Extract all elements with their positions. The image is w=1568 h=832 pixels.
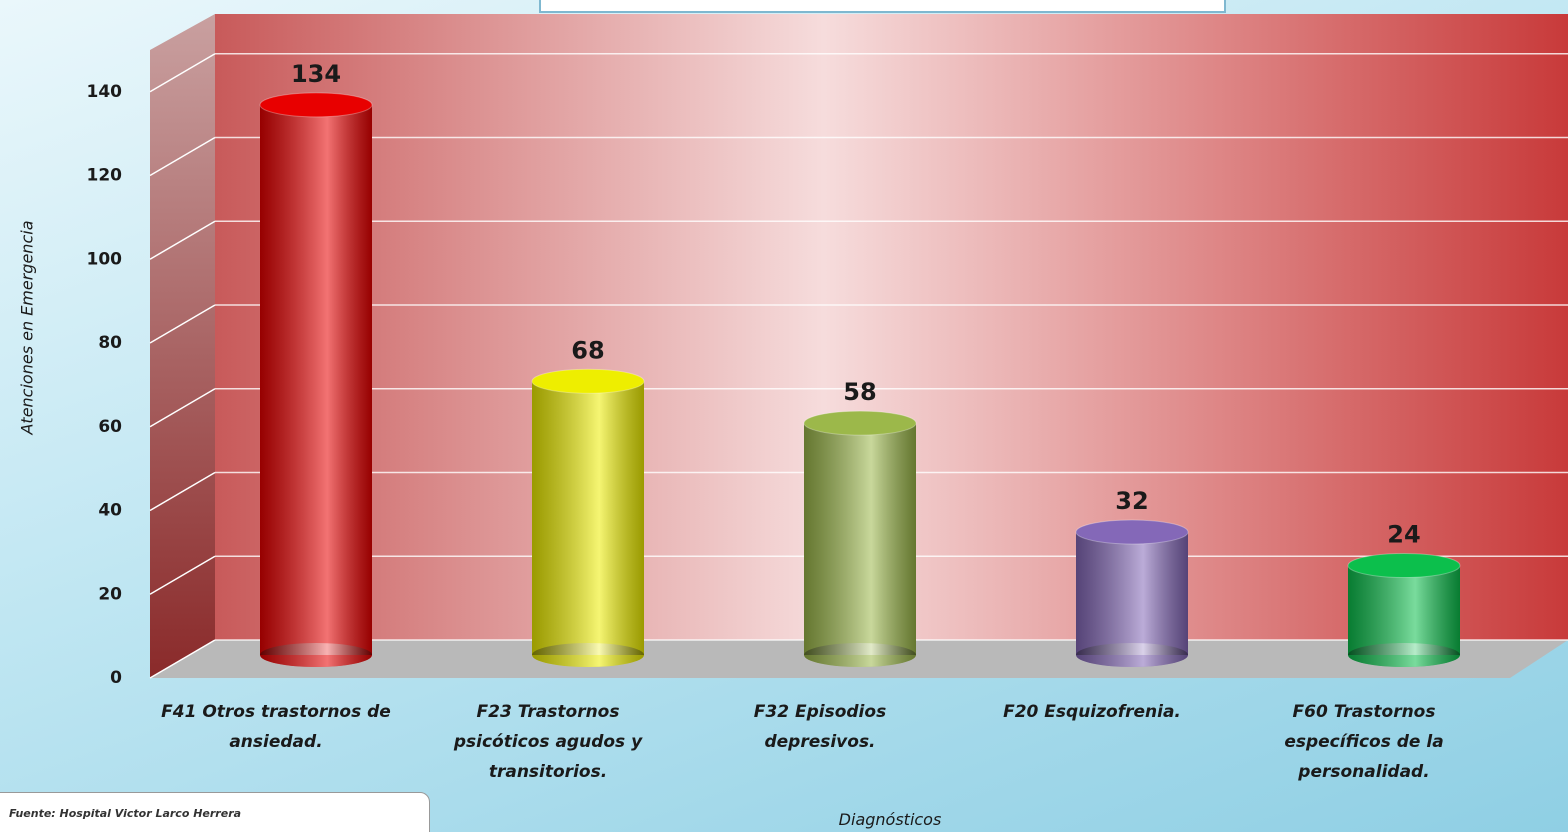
- bar-base-shade: [1348, 643, 1460, 667]
- bar-base-shade: [804, 643, 916, 667]
- x-tick-label: F20 Esquizofrenia.: [1003, 702, 1181, 722]
- bar-top: [531, 368, 645, 394]
- grid-line: [149, 53, 216, 93]
- x-tick-label: F60 Trastornos específicos de la persona…: [1284, 702, 1444, 782]
- grid-line: [149, 471, 216, 512]
- y-tick-label: 100: [87, 249, 123, 269]
- value-label: 24: [1387, 521, 1420, 549]
- bar-top: [1347, 553, 1461, 578]
- y-tick-label: 80: [98, 333, 122, 353]
- value-label: 134: [291, 60, 341, 88]
- grid-line: [149, 136, 216, 177]
- y-tick-label: 60: [98, 417, 122, 437]
- bar-top: [803, 410, 917, 436]
- y-tick-label: 40: [98, 501, 122, 521]
- x-tick-label: F41 Otros trastornos de ansiedad.: [161, 702, 391, 752]
- x-tick-label: F32 Episodios depresivos.: [753, 702, 887, 752]
- title-box: [539, 0, 1226, 13]
- y-axis-title: Atenciones en Emergencia: [17, 220, 37, 435]
- y-tick-label: 20: [98, 584, 122, 604]
- x-tick-label: F23 Trastornos psicóticos agudos y trans…: [453, 702, 643, 782]
- bar-base-shade: [532, 643, 644, 667]
- x-axis-title: Diagnósticos: [838, 810, 942, 829]
- y-tick-label: 0: [110, 668, 122, 688]
- y-tick-label: 140: [87, 82, 123, 102]
- grid-line: [149, 220, 216, 260]
- bar-shade: [1348, 565, 1460, 655]
- y-tick-label: 120: [87, 166, 123, 186]
- grid-line: [149, 304, 216, 344]
- bar-shade: [1076, 532, 1188, 655]
- source-note: Fuente: Hospital Victor Larco Herrera: [0, 792, 430, 832]
- side-wall: [150, 14, 215, 678]
- bar-shade: [532, 381, 644, 655]
- grid-line: [149, 555, 216, 595]
- value-label: 32: [1115, 487, 1148, 515]
- grid-line: [149, 388, 216, 428]
- bar-shade: [260, 104, 372, 655]
- bar-base-shade: [1076, 643, 1188, 667]
- bar-shade: [804, 423, 916, 655]
- bar-base-shade: [260, 643, 372, 667]
- value-label: 58: [843, 378, 876, 406]
- grid-line: [149, 639, 216, 679]
- bar-top: [1075, 519, 1189, 545]
- value-label: 68: [571, 336, 604, 364]
- bar-top: [259, 92, 373, 118]
